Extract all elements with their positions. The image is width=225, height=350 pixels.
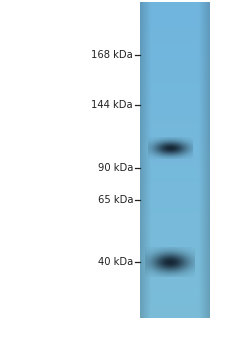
Text: 144 kDa: 144 kDa [91,100,133,110]
Text: 90 kDa: 90 kDa [98,163,133,173]
Text: 65 kDa: 65 kDa [97,195,133,205]
Text: 168 kDa: 168 kDa [91,50,133,60]
Text: 40 kDa: 40 kDa [98,257,133,267]
